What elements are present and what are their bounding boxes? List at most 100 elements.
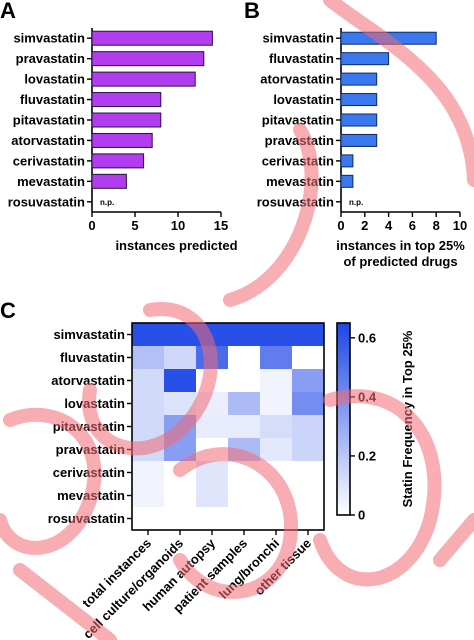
heatmap-cell: [132, 461, 165, 485]
heatmap-cell: [292, 323, 325, 347]
bar: [340, 72, 378, 86]
x-tick-label: 5: [131, 218, 138, 233]
category-label: simvastatin: [262, 31, 334, 46]
panel-label-b: B: [244, 0, 260, 23]
bar: [340, 113, 378, 127]
bar: [91, 153, 145, 169]
category-label: pitavastatin: [262, 113, 334, 128]
category-label: pitavastatin: [13, 113, 85, 128]
heatmap-cell: [196, 415, 229, 439]
heatmap-cell: [228, 415, 261, 439]
row-label: fluvastatin: [60, 350, 125, 365]
colorbar: [336, 322, 351, 516]
x-tick-label: 4: [385, 218, 393, 233]
category-label: lovastatin: [273, 92, 334, 107]
category-label: rosuvastatin: [257, 194, 334, 209]
heatmap-cell: [132, 484, 165, 508]
panel-label-a: A: [0, 0, 16, 23]
heatmap-cell: [132, 323, 165, 347]
bar: [91, 92, 162, 108]
heatmap-cell: [164, 369, 197, 393]
bar: [340, 174, 354, 188]
colorbar-tick-label: 0: [358, 508, 365, 523]
heatmap-cell: [164, 346, 197, 370]
bar-annotation: n.p.: [349, 198, 363, 207]
heatmap-cell: [292, 415, 325, 439]
bar: [91, 112, 162, 128]
bar: [91, 71, 196, 87]
heatmap-cell: [292, 369, 325, 393]
heatmap-cell: [260, 415, 293, 439]
heatmap-cell: [164, 323, 197, 347]
heatmap-cell: [260, 392, 293, 416]
heatmap-cell: [228, 392, 261, 416]
category-label: lovastatin: [24, 72, 85, 87]
x-tick-label: 15: [214, 218, 228, 233]
x-tick-label: 8: [433, 218, 440, 233]
heatmap-cell: [164, 507, 197, 531]
category-label: pravastatin: [16, 51, 85, 66]
category-label: fluvastatin: [20, 92, 85, 107]
category-label: mevastatin: [266, 174, 334, 189]
category-label: cerivastatin: [262, 153, 334, 168]
heatmap-cell: [292, 392, 325, 416]
category-label: rosuvastatin: [8, 194, 85, 209]
category-label: atorvastatin: [260, 72, 334, 87]
x-tick-label: 0: [337, 218, 344, 233]
colorbar-tick-label: 0.6: [358, 330, 376, 345]
heatmap-cell: [228, 507, 261, 531]
heatmap-cell: [132, 392, 165, 416]
row-label: atorvastatin: [51, 373, 125, 388]
heatmap-cell: [164, 392, 197, 416]
category-label: atorvastatin: [11, 133, 85, 148]
x-tick-label: 10: [453, 218, 467, 233]
panel-a-bar-chart: simvastatin pravastatin lovastatin fluvasta…: [8, 28, 238, 253]
heatmap-cell: [196, 484, 229, 508]
panel-b-bar-chart: simvastatin fluvastatin atorvastatin lovast…: [257, 28, 467, 269]
bar-annotation: n.p.: [100, 198, 114, 207]
x-axis-title: instances predicted: [115, 238, 237, 253]
heatmap-cell: [196, 507, 229, 531]
heatmap-cell: [260, 346, 293, 370]
x-tick-label: 10: [171, 218, 185, 233]
x-axis-title: instances in top 25%: [336, 238, 465, 253]
heatmap-cell: [260, 369, 293, 393]
heatmap-cell: [132, 346, 165, 370]
heatmap-cell: [228, 484, 261, 508]
heatmap-cell: [292, 461, 325, 485]
heatmap-cell: [292, 507, 325, 531]
heatmap-cell: [292, 438, 325, 462]
panel-label-c: C: [0, 298, 16, 323]
bar: [340, 93, 378, 107]
category-label: fluvastatin: [269, 51, 334, 66]
category-label: cerivastatin: [13, 153, 85, 168]
heatmap-cell: [292, 346, 325, 370]
heatmap-cell: [132, 415, 165, 439]
bar: [91, 132, 153, 148]
bar: [340, 133, 378, 147]
heatmap-cell: [228, 346, 261, 370]
heatmap-cell: [292, 484, 325, 508]
bar: [340, 52, 390, 66]
x-axis-title: of predicted drugs: [343, 254, 457, 269]
bar: [340, 154, 354, 168]
bar: [91, 51, 205, 67]
x-tick-label: 0: [88, 218, 95, 233]
colorbar-tick-label: 0.2: [358, 448, 376, 463]
heatmap-cell: [132, 507, 165, 531]
bar: [91, 30, 213, 46]
bar: [91, 173, 127, 189]
heatmap-cell: [260, 323, 293, 347]
heatmap-cell: [132, 369, 165, 393]
heatmap-cell: [164, 484, 197, 508]
row-label: simvastatin: [53, 327, 125, 342]
heatmap-cell: [228, 369, 261, 393]
heatmap-cell: [228, 323, 261, 347]
x-tick-label: 6: [409, 218, 416, 233]
heatmap-cell: [196, 461, 229, 485]
x-tick-label: 2: [361, 218, 368, 233]
category-label: simvastatin: [13, 31, 85, 46]
category-label: mevastatin: [17, 174, 85, 189]
